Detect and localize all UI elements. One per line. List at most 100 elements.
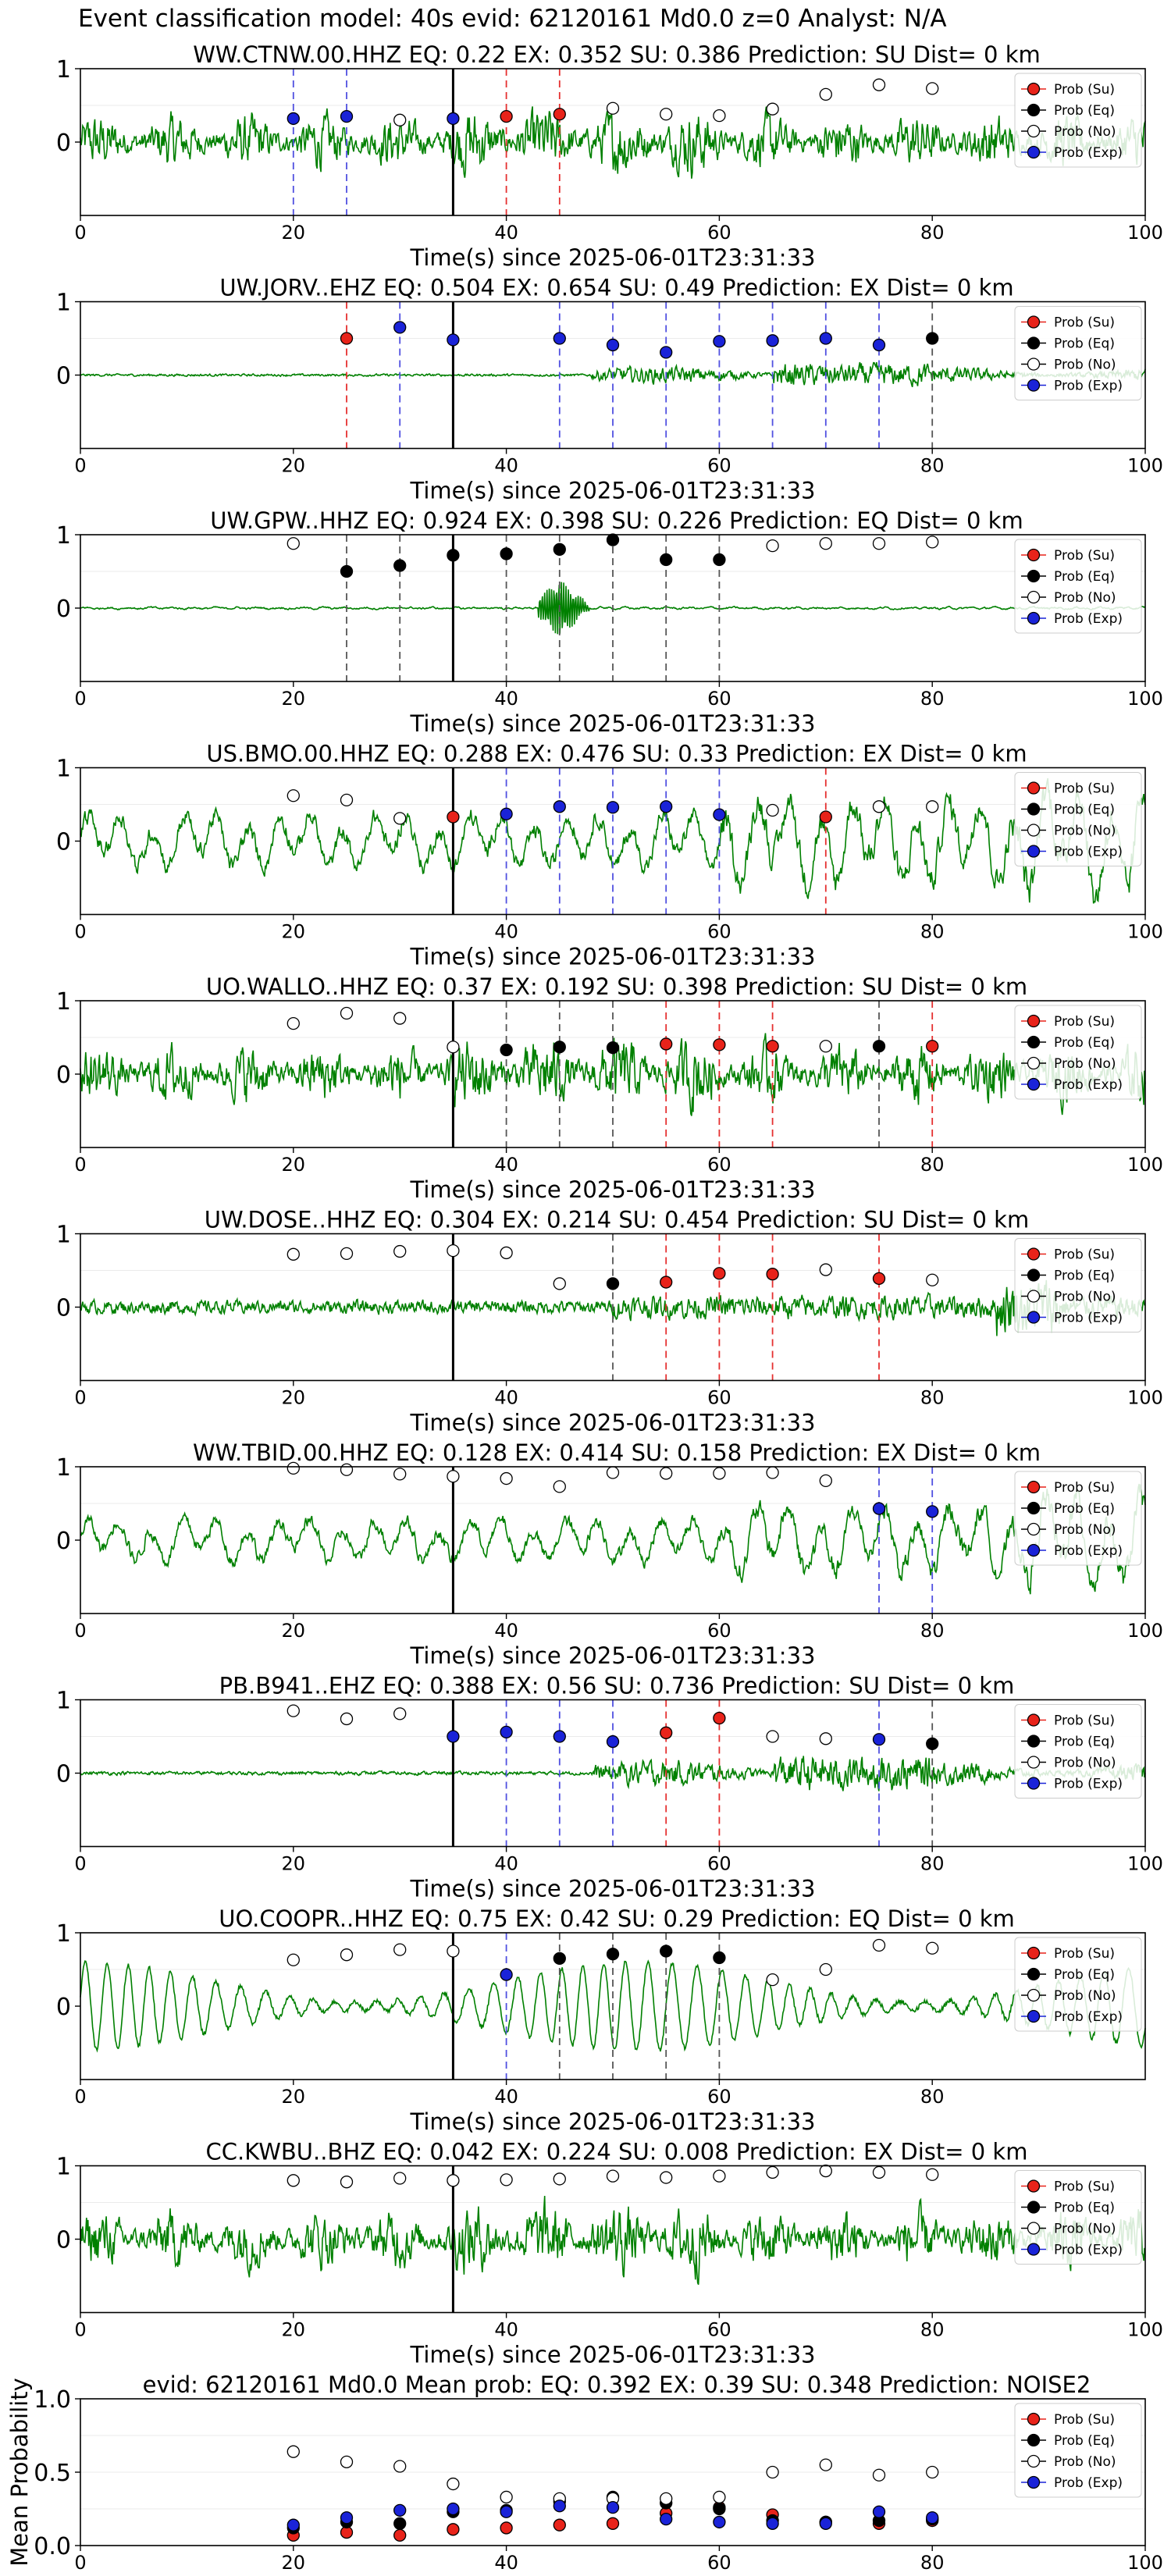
legend-marker-no bbox=[1027, 2222, 1041, 2235]
prob-point-no bbox=[287, 1016, 300, 1030]
prob-point-no bbox=[819, 1263, 832, 1276]
y-tick-label: 0.0 bbox=[34, 2533, 71, 2560]
legend-label: Prob (No) bbox=[1054, 2454, 1116, 2470]
subplot-1: 0 20 40 60 80 100 0 1 WW.CTNW.00.HHZ EQ: 0.22 EX… bbox=[56, 41, 1163, 271]
mean-prob-point-su bbox=[447, 2523, 460, 2536]
legend-marker-exp bbox=[1027, 2475, 1041, 2489]
prob-point-exp bbox=[447, 112, 460, 126]
legend-marker-no bbox=[1027, 358, 1041, 371]
legend-box bbox=[1014, 306, 1142, 400]
legend-label: Prob (Eq) bbox=[1054, 2433, 1115, 2449]
x-tick-label: 0 bbox=[74, 1853, 86, 1875]
x-tick-label: 20 bbox=[282, 921, 306, 943]
x-tick-label: 60 bbox=[707, 1620, 731, 1642]
legend-label: Prob (Exp) bbox=[1054, 845, 1123, 860]
prob-point-exp bbox=[500, 1725, 513, 1739]
x-tick-label: 60 bbox=[707, 1853, 731, 1875]
x-tick-label: 20 bbox=[282, 1154, 306, 1176]
prob-point-su bbox=[766, 1040, 779, 1053]
x-tick-label: 80 bbox=[920, 1853, 945, 1875]
legend-marker-eq bbox=[1027, 336, 1041, 350]
prob-point-su bbox=[553, 108, 566, 121]
x-tick-label: 40 bbox=[494, 222, 518, 244]
prob-point-exp bbox=[660, 800, 673, 813]
mean-prob-point-no bbox=[713, 2490, 726, 2504]
mean-prob-point-no bbox=[819, 2458, 832, 2471]
prob-point-no bbox=[819, 537, 832, 550]
mean-prob-point-su bbox=[500, 2521, 513, 2535]
prob-point-exp bbox=[447, 333, 460, 347]
prob-point-no bbox=[447, 2174, 460, 2187]
mean-prob-point-no bbox=[500, 2490, 513, 2504]
legend-marker-exp bbox=[1027, 611, 1041, 625]
legend-marker-eq bbox=[1027, 103, 1041, 117]
x-axis-label: Time(s) since 2025-06-01T23:31:33 bbox=[410, 710, 816, 737]
y-tick-label: 0.5 bbox=[34, 2460, 71, 2487]
mean-prob-point-exp bbox=[872, 2505, 886, 2518]
prob-point-no bbox=[606, 101, 620, 115]
x-tick-label: 0 bbox=[74, 455, 86, 477]
x-tick-label: 80 bbox=[920, 1387, 945, 1409]
legend-label: Prob (Su) bbox=[1054, 82, 1115, 98]
prob-point-su bbox=[660, 1037, 673, 1051]
x-tick-label: 80 bbox=[920, 921, 945, 943]
legend-label: Prob (No) bbox=[1054, 1290, 1116, 1305]
mean-prob-point-no bbox=[926, 2465, 939, 2479]
legend-marker-no bbox=[1027, 1756, 1041, 1769]
x-tick-label: 0 bbox=[74, 688, 86, 710]
legend-label: Prob (Su) bbox=[1054, 315, 1115, 331]
legend-label: Prob (No) bbox=[1054, 1756, 1116, 1771]
prob-point-no bbox=[660, 1467, 673, 1480]
legend-marker-exp bbox=[1027, 1311, 1041, 1324]
x-tick-label: 100 bbox=[1127, 2319, 1163, 2341]
y-tick-label: 1 bbox=[56, 1920, 71, 1948]
prob-point-eq bbox=[606, 533, 620, 546]
legend-marker-su bbox=[1027, 2412, 1041, 2426]
x-axis-label: Time(s) since 2025-06-01T23:31:33 bbox=[410, 2108, 816, 2135]
x-tick-label: 40 bbox=[494, 1154, 518, 1176]
prob-point-exp bbox=[500, 807, 513, 820]
prob-point-no bbox=[713, 109, 726, 123]
prob-point-su bbox=[872, 1272, 886, 1285]
y-tick-label: 1 bbox=[56, 756, 71, 783]
prob-point-no bbox=[287, 2174, 300, 2187]
prob-point-no bbox=[819, 1474, 832, 1488]
prob-point-no bbox=[287, 789, 300, 802]
prob-point-su bbox=[713, 1267, 726, 1280]
prob-point-no bbox=[766, 1466, 779, 1479]
prob-point-su bbox=[500, 109, 513, 123]
legend: Prob (Su) Prob (Eq) Prob (No) Prob (Exp) bbox=[1014, 772, 1142, 866]
x-tick-label: 100 bbox=[1127, 1154, 1163, 1176]
legend: Prob (Su) Prob (Eq) Prob (No) Prob (Exp) bbox=[1014, 2403, 1142, 2498]
y-tick-label: 1 bbox=[56, 1454, 71, 1482]
x-tick-label: 0 bbox=[74, 921, 86, 943]
legend-box bbox=[1014, 1238, 1142, 1332]
y-tick-label: 1 bbox=[56, 988, 71, 1016]
legend: Prob (Su) Prob (Eq) Prob (No) Prob (Exp) bbox=[1014, 1471, 1142, 1566]
prob-point-exp bbox=[713, 335, 726, 348]
legend-marker-exp bbox=[1027, 145, 1041, 159]
prob-point-exp bbox=[872, 338, 886, 352]
legend-marker-eq bbox=[1027, 1501, 1041, 1515]
legend-marker-exp bbox=[1027, 1777, 1041, 1790]
prob-point-exp bbox=[553, 1730, 566, 1743]
prob-point-eq bbox=[872, 1040, 886, 1053]
legend-marker-su bbox=[1027, 781, 1041, 795]
x-axis-label: Time(s) since 2025-06-01T23:31:33 bbox=[410, 2574, 816, 2576]
mean-prob-point-eq bbox=[393, 2517, 407, 2530]
prob-point-no bbox=[287, 1953, 300, 1966]
prob-point-no bbox=[766, 539, 779, 553]
prob-point-eq bbox=[553, 1952, 566, 1966]
prob-point-exp bbox=[606, 338, 620, 352]
legend-label: Prob (Eq) bbox=[1054, 103, 1115, 119]
prob-point-exp bbox=[926, 1505, 939, 1518]
x-tick-label: 20 bbox=[282, 455, 306, 477]
legend-marker-exp bbox=[1027, 379, 1041, 392]
legend-marker-eq bbox=[1027, 1735, 1041, 1748]
prob-point-no bbox=[340, 1712, 354, 1726]
x-tick-label: 80 bbox=[920, 455, 945, 477]
prob-point-eq bbox=[606, 1041, 620, 1055]
prob-point-su bbox=[713, 1711, 726, 1725]
legend: Prob (Su) Prob (Eq) Prob (No) Prob (Exp) bbox=[1014, 1704, 1142, 1799]
mean-prob-point-exp bbox=[660, 2513, 673, 2526]
